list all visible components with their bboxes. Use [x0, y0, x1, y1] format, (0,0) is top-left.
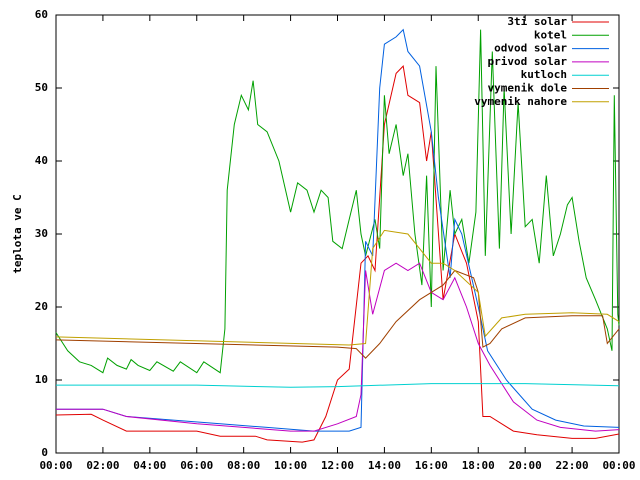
series-line [55, 229, 620, 346]
x-tick-label: 00:00 [602, 459, 635, 472]
x-tick-label: 04:00 [133, 459, 166, 472]
y-tick-label: 50 [35, 81, 48, 94]
x-tick-label: 06:00 [180, 459, 213, 472]
y-tick-label: 10 [35, 373, 48, 386]
y-tick-label: 30 [35, 227, 48, 240]
x-tick-label: 18:00 [462, 459, 495, 472]
legend-label: 3ti solar [507, 15, 567, 28]
y-tick-label: 40 [35, 154, 48, 167]
series-line [55, 269, 620, 359]
x-tick-label: 22:00 [556, 459, 589, 472]
x-tick-label: 14:00 [368, 459, 401, 472]
x-tick-label: 12:00 [321, 459, 354, 472]
x-tick-label: 16:00 [415, 459, 448, 472]
x-tick-label: 08:00 [227, 459, 260, 472]
legend-label: vymenik nahore [474, 95, 567, 108]
y-tick-label: 0 [41, 446, 48, 459]
x-tick-label: 10:00 [274, 459, 307, 472]
legend-label: odvod solar [494, 42, 567, 55]
legend-label: kotel [534, 28, 567, 41]
y-tick-label: 20 [35, 300, 48, 313]
legend-label: vymenik dole [488, 82, 568, 95]
series-line [55, 65, 620, 443]
x-tick-label: 00:00 [39, 459, 72, 472]
series-line [56, 383, 620, 388]
series-line [56, 262, 620, 432]
legend-label: privod solar [488, 55, 568, 68]
y-axis-label: teplota ve C [11, 194, 24, 273]
x-tick-label: 20:00 [509, 459, 542, 472]
legend-label: kutloch [521, 68, 567, 81]
x-tick-label: 02:00 [86, 459, 119, 472]
series-line [56, 28, 620, 432]
series-line [55, 29, 620, 374]
y-tick-label: 60 [35, 8, 48, 21]
